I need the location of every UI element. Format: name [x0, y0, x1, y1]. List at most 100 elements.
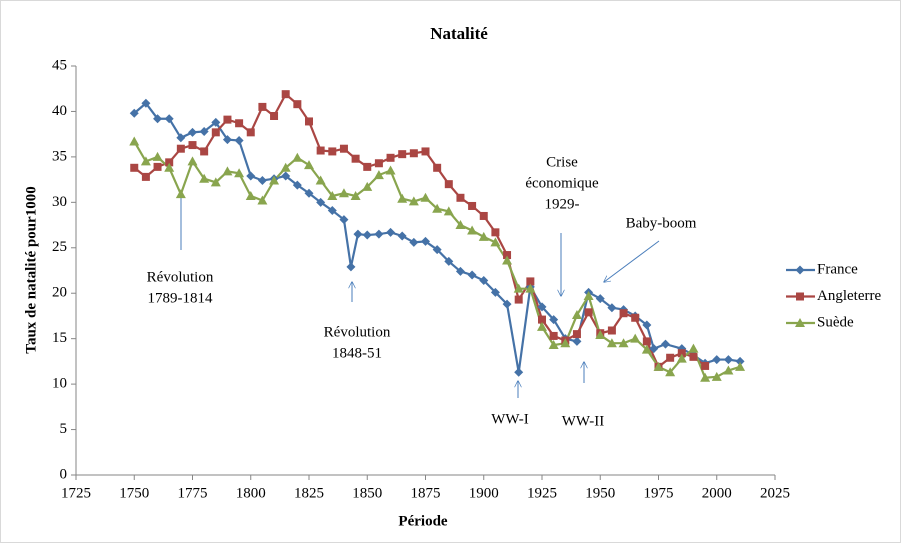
marker	[188, 127, 197, 137]
annotation: WW-I	[491, 411, 528, 427]
annotation: Crise	[546, 154, 578, 170]
marker	[199, 126, 209, 136]
x-tick-label: 1750	[119, 485, 149, 501]
x-tick-label: 1800	[236, 485, 266, 501]
marker	[571, 310, 582, 320]
marker	[421, 236, 430, 246]
y-tick-label: 0	[60, 466, 68, 482]
annotation: 1929-	[545, 196, 580, 212]
y-tick-label: 45	[52, 57, 67, 73]
marker	[641, 344, 652, 354]
marker	[409, 237, 419, 247]
marker	[630, 333, 641, 343]
marker	[176, 133, 186, 143]
marker	[235, 119, 244, 128]
marker	[176, 144, 185, 153]
marker	[490, 287, 500, 297]
marker	[200, 147, 209, 156]
y-tick-label: 35	[52, 148, 67, 164]
x-tick-label: 1925	[527, 485, 557, 501]
marker	[292, 180, 302, 190]
marker	[353, 229, 363, 239]
marker	[595, 330, 606, 340]
marker	[478, 231, 489, 241]
marker	[548, 340, 559, 350]
marker	[526, 277, 535, 286]
legend-label: Suède	[817, 314, 854, 330]
marker	[175, 189, 186, 199]
legend-label: France	[817, 261, 858, 277]
marker	[665, 367, 676, 377]
marker	[712, 355, 722, 365]
marker	[385, 165, 396, 175]
annotation: 1848-51	[332, 345, 382, 361]
marker	[467, 225, 478, 235]
marker	[269, 175, 280, 185]
marker	[338, 188, 349, 198]
marker	[607, 326, 616, 335]
x-tick-label: 1775	[178, 485, 208, 501]
marker	[735, 356, 745, 366]
marker	[339, 215, 349, 225]
marker	[130, 163, 139, 172]
marker	[374, 159, 383, 168]
marker	[293, 100, 302, 109]
marker	[583, 290, 594, 300]
marker	[572, 336, 582, 346]
marker	[502, 255, 513, 265]
marker	[723, 355, 733, 365]
marker	[514, 367, 524, 377]
marker	[164, 114, 174, 124]
marker	[653, 361, 664, 371]
marker	[246, 171, 256, 181]
marker	[350, 190, 361, 200]
marker	[351, 154, 360, 163]
x-tick-label: 1975	[644, 485, 674, 501]
marker	[723, 365, 734, 375]
y-tick-label: 10	[52, 376, 67, 392]
marker	[129, 108, 139, 118]
marker	[443, 206, 454, 216]
marker	[491, 228, 500, 237]
marker	[444, 256, 454, 266]
arrow	[604, 240, 660, 282]
x-tick-label: 1875	[411, 485, 441, 501]
marker	[397, 231, 407, 241]
marker	[666, 353, 675, 362]
marker	[677, 349, 686, 358]
marker	[315, 175, 326, 185]
annotation: Révolution	[324, 324, 391, 340]
x-tick-label: 1725	[61, 485, 91, 501]
marker	[141, 172, 150, 181]
marker	[153, 162, 162, 171]
marker	[456, 193, 465, 202]
marker	[701, 361, 710, 370]
marker	[373, 170, 384, 180]
marker	[514, 295, 523, 304]
marker	[537, 321, 547, 331]
marker	[537, 302, 547, 312]
marker	[281, 90, 290, 99]
marker	[187, 156, 198, 166]
marker	[304, 188, 314, 198]
x-tick-label: 2000	[702, 485, 732, 501]
chart-title: Natalité	[430, 24, 488, 43]
marker	[362, 181, 373, 191]
marker	[141, 98, 151, 108]
y-tick-label: 30	[52, 194, 67, 210]
annotation: Révolution	[147, 269, 214, 285]
marker	[140, 156, 151, 166]
marker	[222, 166, 233, 176]
y-tick-label: 40	[52, 103, 67, 119]
marker	[409, 149, 418, 158]
legend-marker	[796, 292, 804, 301]
marker	[711, 371, 722, 381]
marker	[280, 162, 291, 172]
marker	[538, 315, 546, 324]
marker	[339, 144, 348, 153]
marker	[246, 128, 255, 137]
marker	[153, 114, 163, 124]
marker	[188, 141, 197, 150]
marker	[199, 173, 210, 183]
